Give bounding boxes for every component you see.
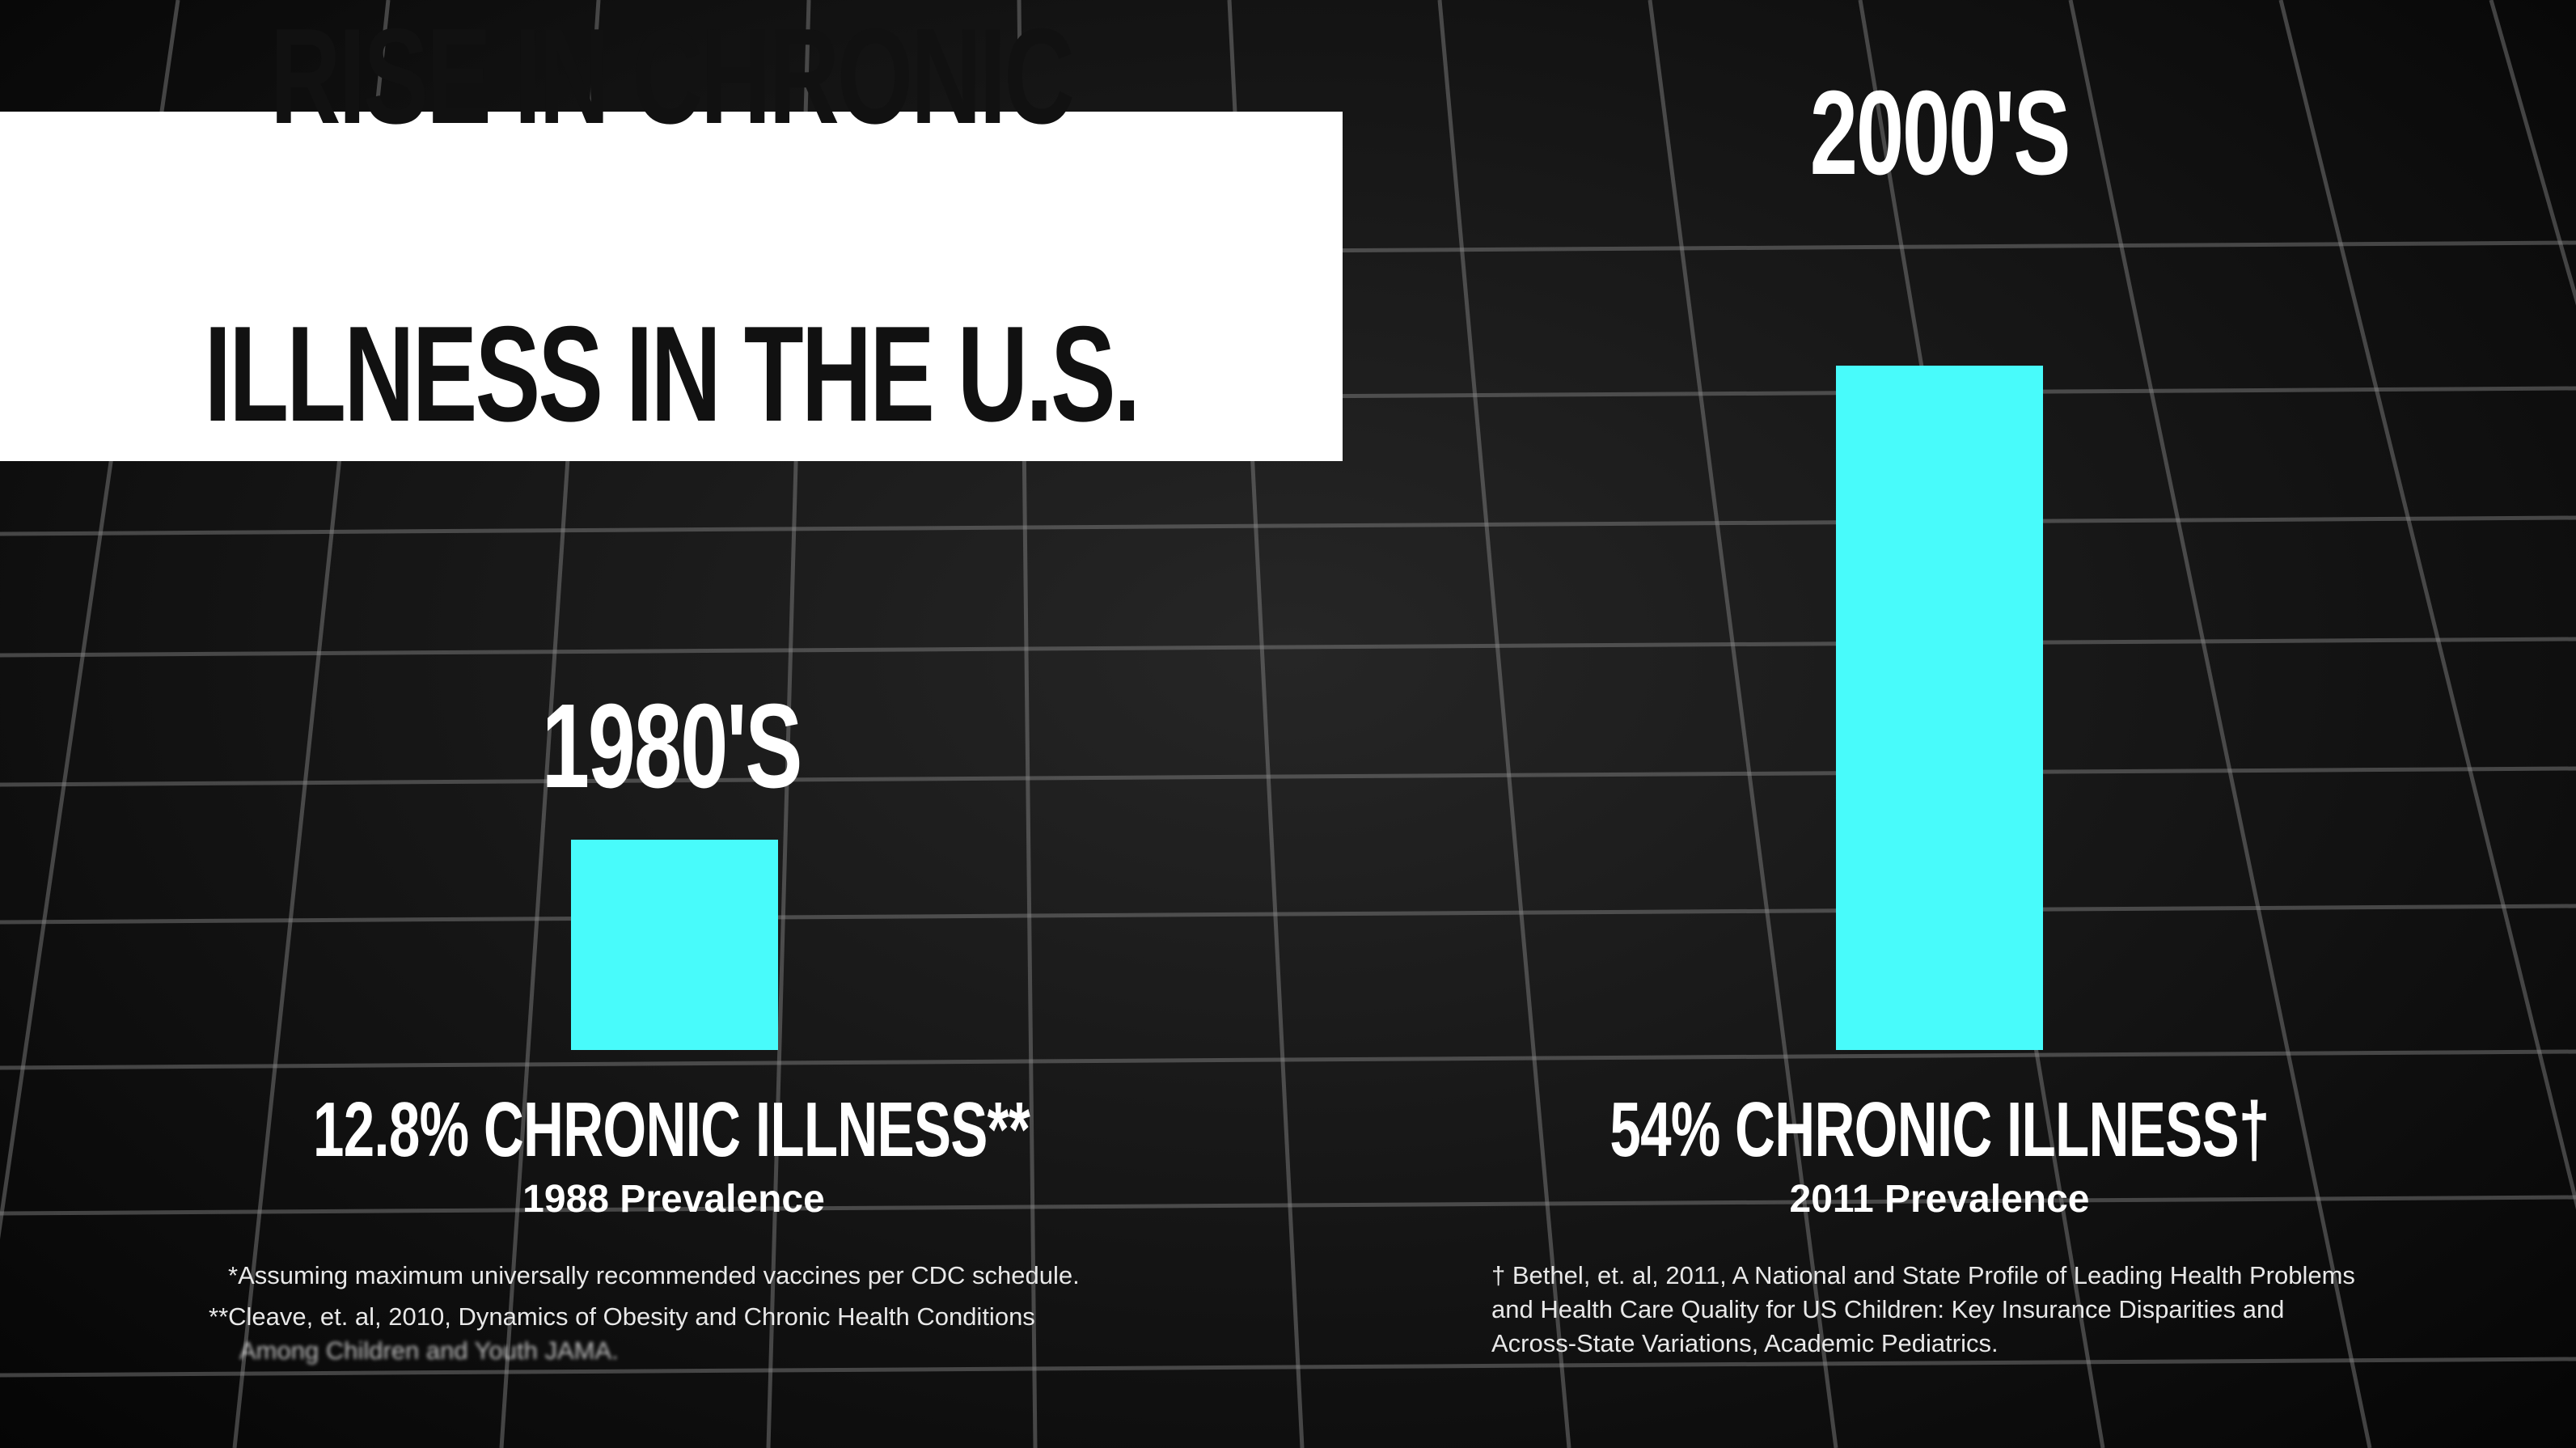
title-line-2: ILLNESS IN THE U.S.	[204, 298, 1140, 450]
grid-line-vertical	[2068, 0, 2372, 1448]
bar-1980s	[571, 840, 778, 1050]
footnote-vaccines: *Assuming maximum universally recommende…	[228, 1261, 1080, 1289]
grid-line-horizontal	[0, 1195, 2576, 1216]
grid-line-horizontal	[0, 1049, 2576, 1070]
title-line-1: RISE IN CHRONIC	[270, 0, 1075, 152]
bar-2000s	[1836, 366, 2043, 1050]
sublabel-1988: 1988 Prevalence	[522, 1178, 825, 1221]
grid-line-vertical	[1648, 0, 1838, 1448]
footnote-bethel-line-1: † Bethel, et. al, 2011, A National and S…	[1491, 1261, 2355, 1289]
category-label-1980s: 1980'S	[541, 680, 803, 813]
footnote-cleave: **Cleave, et. al, 2010, Dynamics of Obes…	[209, 1302, 1035, 1331]
grid-line-vertical	[2278, 0, 2576, 1210]
grid-line-horizontal	[0, 1357, 2576, 1378]
footnote-bethel-line-2: and Health Care Quality for US Children:…	[1491, 1295, 2285, 1323]
value-label-2000s: 54% CHRONIC ILLNESS†	[1609, 1086, 2269, 1173]
category-label-2000s: 2000'S	[1809, 66, 2071, 200]
grid-line-horizontal	[0, 637, 2576, 658]
grid-line-horizontal	[0, 766, 2576, 787]
grid-line-horizontal	[0, 904, 2576, 925]
grid-line-vertical	[1437, 0, 1571, 1448]
title-box: RISE IN CHRONIC ILLNESS IN THE U.S.	[0, 8, 1343, 461]
footnote-cleave-cont: Among Children and Youth JAMA.	[239, 1336, 619, 1365]
sublabel-2011: 2011 Prevalence	[1789, 1178, 2090, 1221]
footnote-bethel: † Bethel, et. al, 2011, A National and S…	[1488, 1259, 2355, 1361]
grid-line-vertical	[2489, 0, 2576, 306]
grid-line-horizontal	[0, 515, 2576, 536]
value-label-1980s: 12.8% CHRONIC ILLNESS**	[312, 1086, 1030, 1173]
footnote-bethel-line-3: Across-State Variations, Academic Pediat…	[1491, 1329, 1999, 1357]
